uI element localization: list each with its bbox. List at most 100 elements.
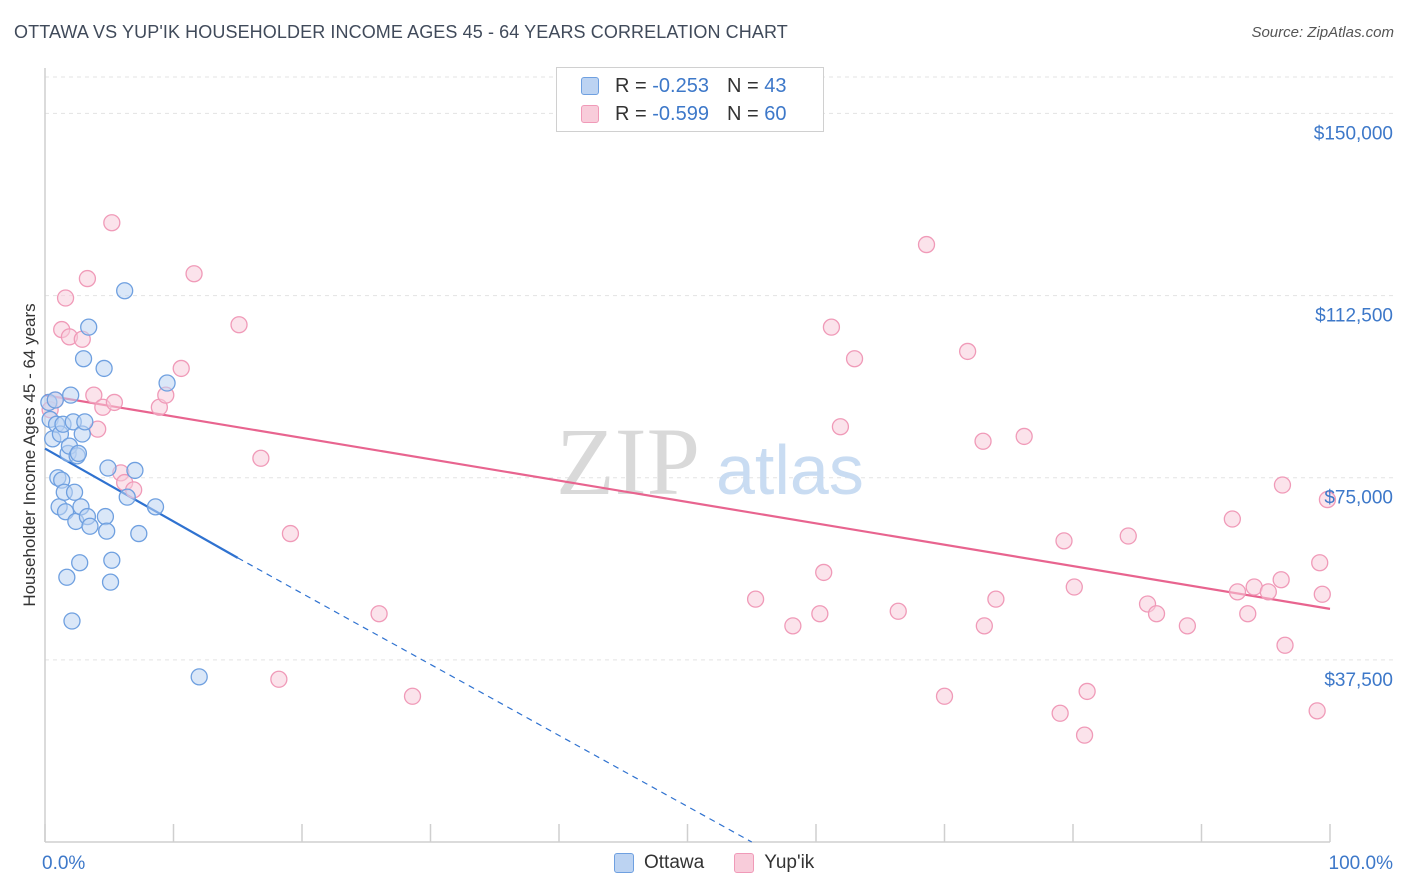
trend-extension-ottawa xyxy=(237,557,753,843)
data-point-ottawa xyxy=(69,444,88,463)
data-point-yupik xyxy=(185,265,203,283)
data-point-ottawa xyxy=(71,554,89,572)
data-point-yupik xyxy=(1318,490,1337,509)
trend-layer xyxy=(44,394,1331,843)
data-point-yupik xyxy=(974,432,992,450)
grid-layer xyxy=(45,76,1395,661)
chart-title: OTTAWA VS YUP'IK HOUSEHOLDER INCOME AGES… xyxy=(14,22,788,42)
data-point-yupik xyxy=(987,590,1005,608)
data-point-ottawa xyxy=(99,459,117,477)
data-point-yupik xyxy=(1065,578,1083,596)
bottom-legend-yupik[interactable]: Yup'ik xyxy=(734,852,814,874)
data-point-ottawa xyxy=(190,668,208,686)
data-point-yupik xyxy=(811,605,829,623)
label-layer: $37,500 $75,000 $112,500 $150,000 0.0% 100.0% xyxy=(42,123,1393,874)
data-point-ottawa xyxy=(126,461,144,480)
data-point-yupik xyxy=(1223,510,1241,528)
legend-swatch-ottawa xyxy=(581,77,599,95)
data-point-ottawa xyxy=(58,568,76,586)
legend-swatch-yupik xyxy=(581,105,599,123)
data-point-ottawa xyxy=(46,391,64,409)
data-point-ottawa xyxy=(80,318,98,336)
data-point-yupik xyxy=(784,617,802,635)
watermark-zip: ZIP xyxy=(556,408,700,515)
data-point-yupik xyxy=(975,617,993,635)
data-point-yupik xyxy=(1259,583,1277,601)
data-point-yupik xyxy=(281,524,300,543)
x-tick-label: 0.0% xyxy=(42,853,85,874)
data-point-ottawa xyxy=(103,551,121,569)
data-point-yupik xyxy=(1308,702,1326,720)
data-point-yupik xyxy=(1055,532,1073,550)
data-point-ottawa xyxy=(146,498,165,516)
data-point-yupik xyxy=(1311,554,1329,572)
data-point-yupik xyxy=(230,316,248,334)
data-point-ottawa xyxy=(98,522,116,540)
source-label: Source: ZipAtlas.com xyxy=(1251,24,1394,41)
bottom-legend-swatch-ottawa xyxy=(614,853,634,873)
data-point-yupik xyxy=(78,269,97,288)
legend-row-ottawa: R = -0.253 N = 43 xyxy=(581,71,786,101)
data-point-yupik xyxy=(252,449,270,467)
data-point-yupik xyxy=(831,418,850,436)
y-axis-label: Householder Income Ages 45 - 64 years xyxy=(20,303,39,606)
data-point-yupik xyxy=(917,235,936,254)
bottom-legend-label-ottawa: Ottawa xyxy=(644,852,705,873)
bottom-legend-label-yupik: Yup'ik xyxy=(764,852,815,873)
data-point-yupik xyxy=(1147,605,1166,623)
y-tick-label: $150,000 xyxy=(1314,123,1393,144)
bottom-legend-ottawa[interactable]: Ottawa xyxy=(614,852,704,874)
data-point-yupik xyxy=(815,563,833,582)
data-point-yupik xyxy=(1015,427,1033,446)
data-point-ottawa xyxy=(76,413,94,431)
trend-line-ottawa xyxy=(44,447,239,559)
legend-n-value-yupik: 60 xyxy=(764,102,787,125)
y-tick-label: $37,500 xyxy=(1324,670,1393,691)
bottom-legend: Ottawa Yup'ik xyxy=(614,852,844,874)
data-point-yupik xyxy=(270,670,288,688)
data-point-yupik xyxy=(1119,527,1137,545)
data-point-yupik xyxy=(1273,476,1292,494)
data-point-yupik xyxy=(105,393,124,412)
data-point-yupik xyxy=(370,605,388,623)
legend-r-value-ottawa: -0.253 xyxy=(652,74,709,97)
legend-row-yupik: R = -0.599 N = 60 xyxy=(581,99,786,129)
data-point-yupik xyxy=(89,420,107,438)
data-point-yupik xyxy=(56,289,75,307)
data-point-ottawa xyxy=(63,612,81,630)
data-point-ottawa xyxy=(101,573,120,591)
legend-r-label: R = xyxy=(615,102,647,125)
data-point-yupik xyxy=(1239,605,1257,623)
legend-n-label: N = xyxy=(726,74,759,97)
x-tick-label: 100.0% xyxy=(1329,853,1394,874)
axis-layer xyxy=(44,68,1331,843)
data-point-ottawa xyxy=(74,350,93,368)
y-tick-label: $75,000 xyxy=(1324,488,1393,509)
point-layer xyxy=(40,214,1337,744)
data-point-yupik xyxy=(1051,704,1069,722)
data-point-yupik xyxy=(403,687,422,705)
data-point-ottawa xyxy=(130,524,148,543)
data-point-ottawa xyxy=(65,483,84,501)
legend-r-value-yupik: -0.599 xyxy=(652,102,709,125)
data-point-ottawa xyxy=(95,359,113,378)
data-point-ottawa xyxy=(81,517,99,535)
data-point-yupik xyxy=(1078,682,1096,701)
data-point-yupik xyxy=(1075,726,1094,744)
data-point-yupik xyxy=(1272,571,1290,589)
data-point-yupik xyxy=(935,687,954,705)
data-point-ottawa xyxy=(158,374,176,392)
data-point-yupik xyxy=(889,602,907,620)
data-point-yupik xyxy=(958,342,977,361)
data-point-ottawa xyxy=(62,386,80,404)
data-point-ottawa xyxy=(116,282,134,300)
watermark-atlas: atlas xyxy=(716,431,864,509)
data-point-ottawa xyxy=(118,488,136,506)
data-point-yupik xyxy=(85,386,103,404)
data-point-yupik xyxy=(1276,636,1294,654)
data-point-yupik xyxy=(845,350,864,368)
data-point-yupik xyxy=(1228,583,1247,601)
data-point-ottawa xyxy=(96,507,115,526)
y-tick-label: $112,500 xyxy=(1315,306,1393,327)
data-point-yupik xyxy=(1178,617,1197,635)
